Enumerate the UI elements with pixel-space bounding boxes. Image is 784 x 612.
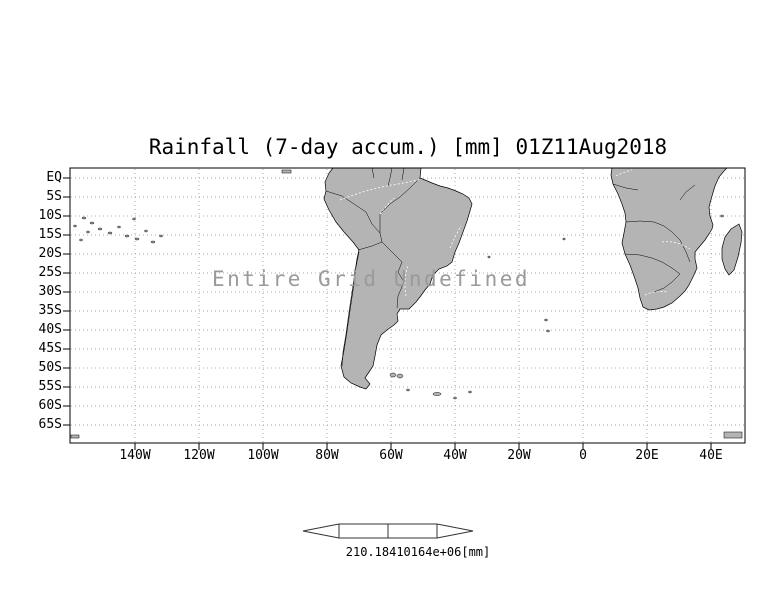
axis-tick-marks: [63, 177, 712, 450]
colorbar-shape: [302, 523, 474, 539]
y-tick-label: 25S: [38, 265, 62, 280]
y-tick-label: 60S: [38, 398, 62, 413]
rivers: [339, 169, 691, 297]
plot-title: Rainfall (7-day accum.) [mm] 01Z11Aug201…: [148, 135, 668, 159]
y-tick-label: 55S: [38, 379, 62, 394]
y-tick-label: EQ: [46, 170, 62, 185]
x-tick-label: 120W: [183, 448, 215, 463]
x-tick-label: 80W: [315, 448, 339, 463]
africa-shape: [610, 167, 728, 311]
y-tick-label: 10S: [38, 208, 62, 223]
landmasses: [70, 167, 743, 439]
x-tick-label: 0: [579, 448, 587, 463]
y-tick-label: 20S: [38, 246, 62, 261]
y-tick-label: 5S: [46, 189, 62, 204]
madagascar-shape: [721, 223, 743, 276]
south-america-shape: [323, 167, 473, 390]
x-tick-label: 100W: [247, 448, 279, 463]
colorbar-label: 210.18410164e+06[mm]: [345, 545, 491, 559]
grid-undefined-annotation: Entire Grid Undefined: [212, 267, 531, 291]
y-tick-label: 50S: [38, 360, 62, 375]
y-tick-label: 65S: [38, 417, 62, 432]
x-tick-label: 40E: [699, 448, 723, 463]
x-tick-label: 140W: [119, 448, 151, 463]
country-borders: [325, 167, 696, 367]
y-tick-label: 35S: [38, 303, 62, 318]
x-tick-label: 20W: [507, 448, 531, 463]
islands: [70, 169, 743, 439]
x-tick-label: 40W: [443, 448, 467, 463]
plot-frame: [69, 167, 746, 444]
y-tick-label: 45S: [38, 341, 62, 356]
y-tick-label: 40S: [38, 322, 62, 337]
y-tick-label: 30S: [38, 284, 62, 299]
x-tick-label: 20E: [635, 448, 659, 463]
x-tick-label: 60W: [379, 448, 403, 463]
y-tick-label: 15S: [38, 227, 62, 242]
